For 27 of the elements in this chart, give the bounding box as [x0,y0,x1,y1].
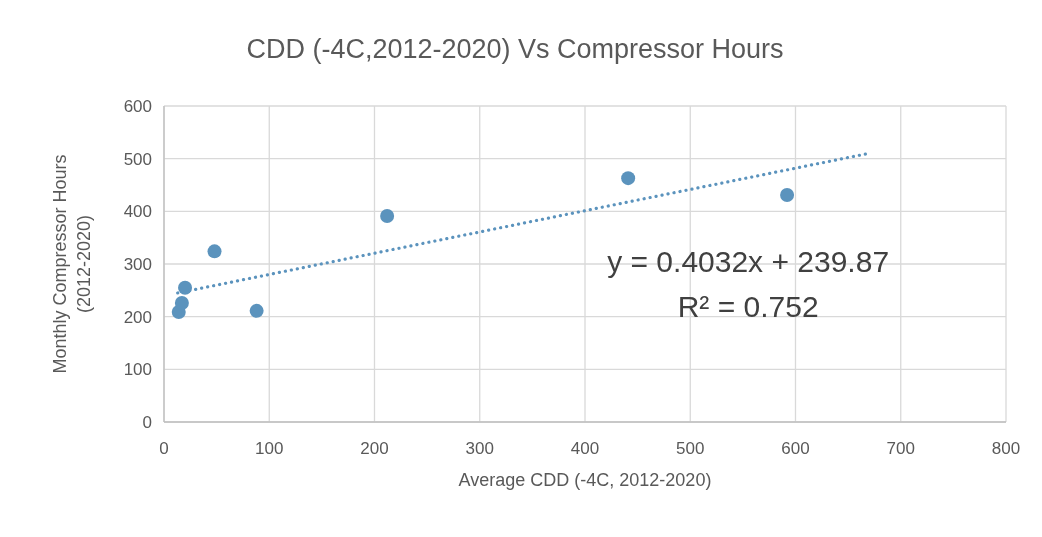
x-tick-label: 100 [255,439,284,458]
point [621,171,636,186]
x-tick-label: 700 [886,439,915,458]
y-tick-label: 600 [123,96,152,116]
y-axis-title: Monthly Compressor Hours (2012-2020) [50,154,94,374]
y-tick-label: 300 [123,254,152,274]
y-tick-label: 200 [123,307,152,327]
x-axis-title: Average CDD (-4C, 2012-2020) [458,470,712,490]
chart-title: CDD (-4C,2012-2020) Vs Compressor Hours [246,34,784,64]
x-tick-label: 300 [465,439,494,458]
point [174,295,189,310]
point [249,303,264,318]
x-tick-label: 200 [360,439,389,458]
point [380,209,395,224]
annotation: y = 0.4032x + 239.87 [607,244,890,278]
y-tick-label: 500 [123,149,152,169]
point [780,188,795,203]
x-tick-label: 800 [991,439,1021,458]
y-tick-label: 400 [123,202,152,222]
x-tick-label: 400 [570,439,600,458]
x-tick-label: 500 [676,439,705,458]
y-tick-label: 100 [123,360,152,380]
annotation: R² = 0.752 [677,289,819,323]
y-tick-label: 0 [142,412,152,432]
x-tick-label: 0 [159,439,169,458]
point [207,244,222,259]
x-tick-label: 600 [781,439,810,458]
